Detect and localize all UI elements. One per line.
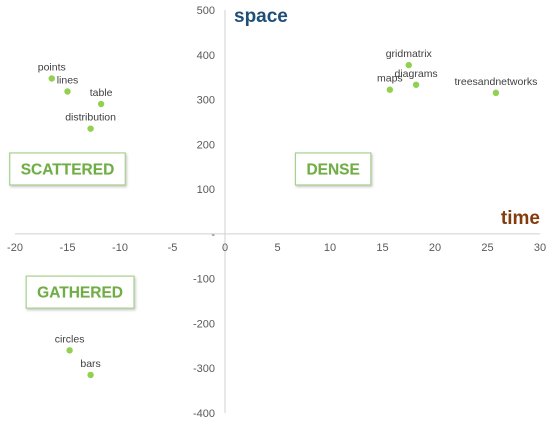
point-label: points <box>38 62 66 74</box>
y-tick-label: 200 <box>197 139 215 151</box>
x-tick-label: 10 <box>324 242 336 254</box>
scatter-point <box>386 86 394 93</box>
point-maps: maps <box>377 73 403 93</box>
y-tick-label: 500 <box>197 5 215 17</box>
point-circles: circles <box>55 333 85 354</box>
x-tick-label: 0 <box>222 242 228 254</box>
point-gridmatrix: gridmatrix <box>386 48 433 69</box>
point-label: lines <box>57 74 79 86</box>
y-tick-label: -300 <box>193 363 215 375</box>
scatter-point <box>97 100 105 108</box>
scatter-point <box>87 371 94 379</box>
region-box <box>25 275 135 309</box>
scatter-point <box>405 61 412 69</box>
x-tick-label: -10 <box>112 242 128 254</box>
point-diagrams: diagrams <box>395 68 438 88</box>
x-tick-label: 15 <box>376 242 388 254</box>
region-label: SCATTERED <box>21 161 115 178</box>
x-tick-label: -20 <box>7 242 23 254</box>
scatter-point <box>66 347 73 354</box>
region-scattered: SCATTERED <box>9 152 126 186</box>
x-tick-label: -15 <box>60 242 76 254</box>
x-tick-label: 30 <box>534 242 546 254</box>
region-gathered: GATHERED <box>25 275 135 309</box>
point-lines: lines <box>57 74 79 95</box>
y-axis-title: space <box>234 6 288 27</box>
y-tick-label: -100 <box>193 274 215 286</box>
x-tick-label: 25 <box>481 242 493 254</box>
point-label: maps <box>377 73 403 85</box>
scatter-point <box>87 125 94 132</box>
point-points: points <box>38 62 66 82</box>
scatter-point <box>412 81 420 88</box>
point-bars: bars <box>80 358 101 379</box>
y-tick-label: 400 <box>197 50 215 62</box>
region-label: GATHERED <box>37 285 123 302</box>
region-labels: SCATTERED DENSE GATHERED <box>9 152 372 309</box>
y-tick-label: -200 <box>193 318 215 330</box>
region-box <box>294 152 372 186</box>
y-tick-label: - <box>211 229 215 241</box>
y-tick-label: -400 <box>193 408 215 420</box>
x-tick-label: 5 <box>274 242 280 254</box>
point-distribution: distribution <box>65 112 116 132</box>
x-tick-label: 20 <box>429 242 441 254</box>
point-label: treesandnetworks <box>454 76 537 88</box>
point-treesandnetworks: treesandnetworks <box>454 76 537 97</box>
point-label: bars <box>80 358 100 370</box>
point-label: diagrams <box>395 68 438 80</box>
region-box <box>9 152 126 186</box>
y-tick-label: 100 <box>197 184 215 196</box>
point-label: circles <box>55 333 85 345</box>
axes: -20 -15 -10 -5 0 5 10 15 20 25 30-400-300-200-100-… <box>7 5 546 420</box>
x-axis-title: time <box>501 208 540 229</box>
region-label: DENSE <box>306 161 359 178</box>
region-dense: DENSE <box>294 152 372 186</box>
point-label: table <box>90 87 113 99</box>
scatter-point <box>64 88 71 95</box>
y-tick-label: 300 <box>197 95 215 107</box>
point-label: gridmatrix <box>386 48 433 60</box>
point-table: table <box>90 87 113 108</box>
x-tick-label: -5 <box>168 242 178 254</box>
point-label: distribution <box>65 112 116 124</box>
scatter-point <box>492 89 500 97</box>
scatter-point <box>48 75 55 82</box>
